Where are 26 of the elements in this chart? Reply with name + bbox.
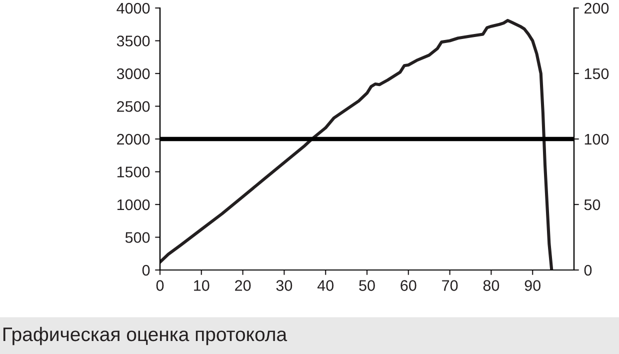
y2-tick-label: 0 <box>584 264 592 276</box>
y2-tick-label: 150 <box>584 68 609 80</box>
x-tick-label: 40 <box>317 280 334 291</box>
x-tick-label: 70 <box>442 280 458 291</box>
y2-tick-label: 200 <box>584 2 609 14</box>
x-tick-label: 20 <box>235 280 251 291</box>
y-tick-label: 2500 <box>117 101 150 112</box>
y-tick-label: 500 <box>125 232 150 243</box>
y-tick-label: 1500 <box>117 166 150 178</box>
x-tick-label: 80 <box>483 280 500 291</box>
y-tick-label: 3000 <box>116 68 150 80</box>
y-tick-label: 2000 <box>117 134 150 145</box>
y-tick-label: 1000 <box>117 199 150 210</box>
x-tick-label: 10 <box>194 280 210 291</box>
y-tick-label: 3500 <box>116 36 150 46</box>
line-series <box>160 18 554 270</box>
x-tick-label: 60 <box>400 280 416 291</box>
text: Графическая оценка протокола <box>3 326 288 346</box>
x-tick-label: 90 <box>524 280 540 291</box>
x-tick-label: 0 <box>156 280 164 291</box>
y-tick-label: 4000 <box>116 2 150 14</box>
x-tick-label: 30 <box>276 280 292 291</box>
x-tick-label: 50 <box>359 280 375 291</box>
y-tick-label: 0 <box>142 264 150 276</box>
y2-tick-label: 50 <box>584 199 600 210</box>
y2-tick-label: 100 <box>584 134 609 145</box>
